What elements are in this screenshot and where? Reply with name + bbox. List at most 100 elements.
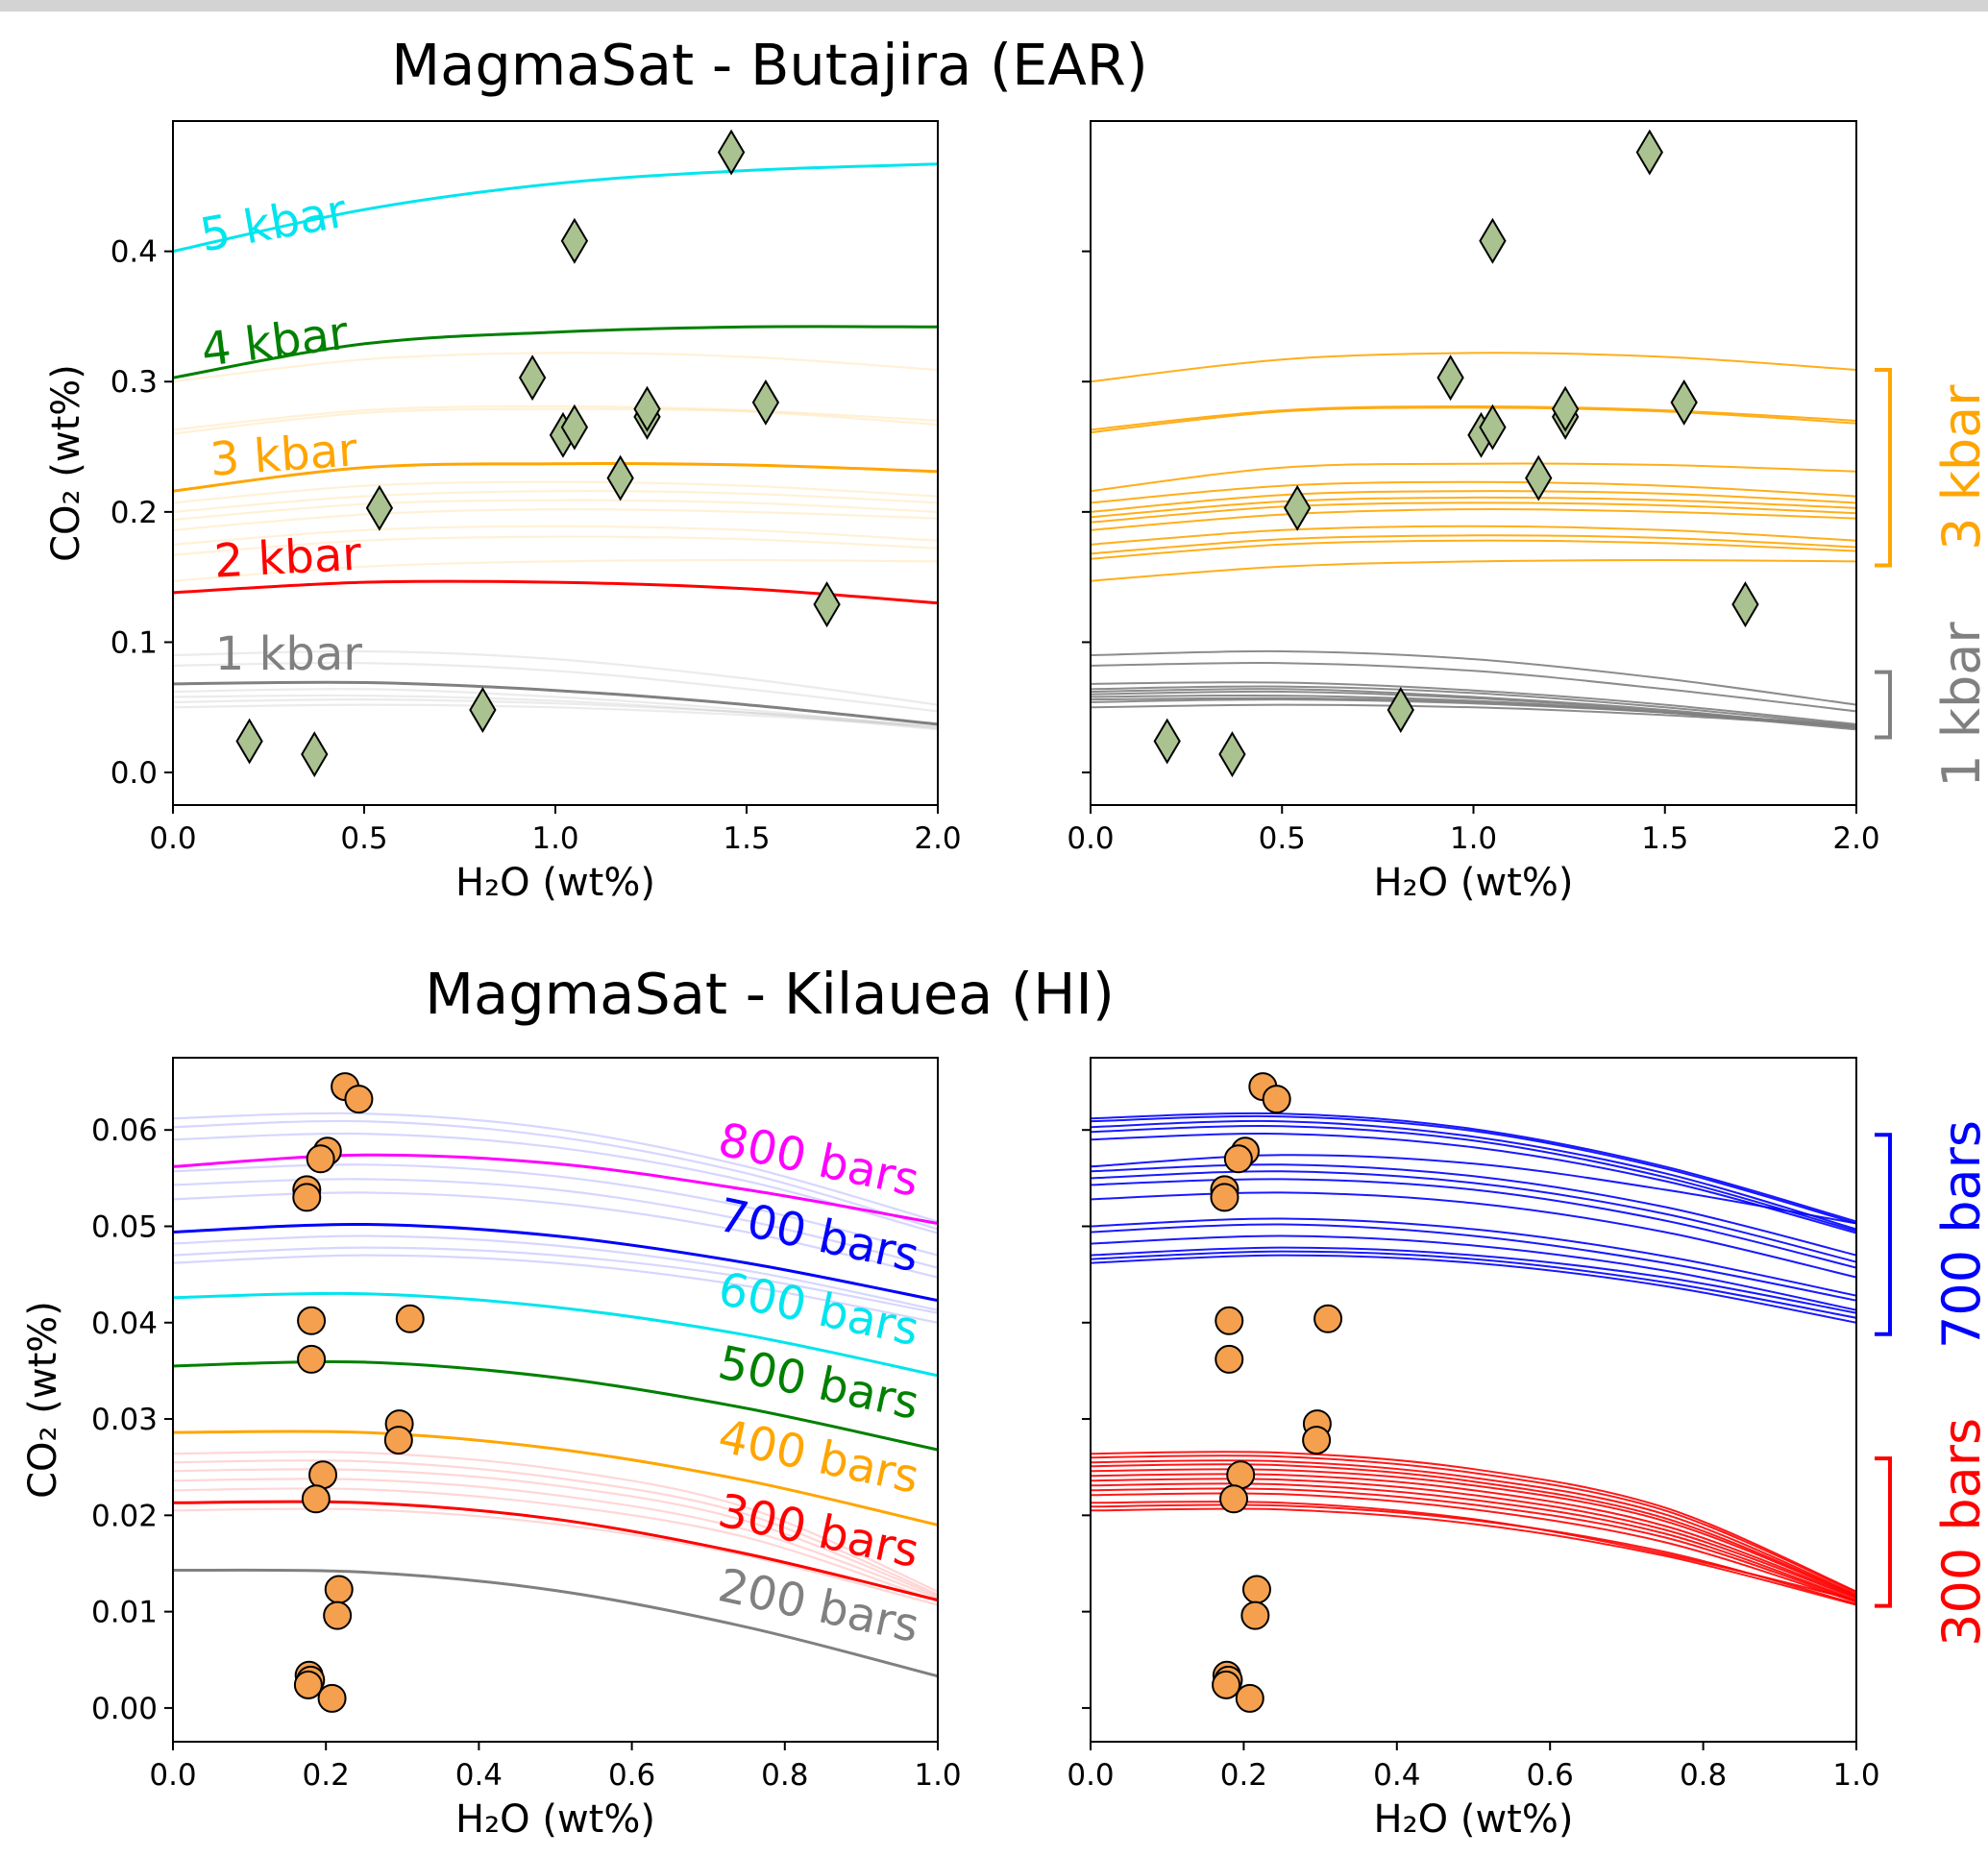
- faint-isobar-line: [173, 1459, 938, 1596]
- isobar-line: [1091, 1468, 1856, 1598]
- data-point-circle: [308, 1460, 338, 1490]
- isobar-line: [1091, 685, 1856, 727]
- isobar-line-800-bars: [173, 1153, 938, 1225]
- faint-isobar-line: [173, 480, 938, 504]
- isobar-line: [1091, 1451, 1856, 1593]
- faint-isobar-line: [173, 1487, 938, 1602]
- faint-isobar-line: [173, 649, 938, 706]
- data-point-circle: [306, 1144, 335, 1174]
- data-point-diamond: [560, 217, 589, 264]
- isobar-line: [1091, 698, 1856, 727]
- y-tick-label: 0.1: [110, 625, 158, 660]
- x-axis-label: H₂O (wt%): [455, 1797, 655, 1842]
- x-tick-label: 0.0: [1067, 1758, 1114, 1793]
- data-point-circle: [297, 1306, 327, 1335]
- isobar-line: [1091, 703, 1856, 728]
- x-tick-label: 0.8: [761, 1758, 808, 1793]
- isobar-line: [1091, 1154, 1856, 1225]
- isobar-label-2-kbar: 2 kbar: [212, 527, 362, 589]
- isobar-line: [1091, 1482, 1856, 1601]
- isobar-label-1-kbar: 1 kbar: [215, 627, 362, 681]
- x-tick-label: 0.6: [608, 1758, 655, 1793]
- data-point-diamond: [813, 581, 841, 628]
- isobar-line: [1091, 352, 1856, 383]
- faint-isobar-line: [173, 694, 938, 731]
- x-tick-label: 1.5: [723, 821, 770, 856]
- x-tick-label: 1.0: [914, 1758, 961, 1793]
- bracket-label-3-kbar: 3 kbar: [1931, 384, 1988, 550]
- isobar-line: [1091, 1246, 1856, 1314]
- x-tick-label: 2.0: [914, 821, 961, 856]
- isobar-line-5-kbar: [173, 162, 938, 254]
- x-axis-label: H₂O (wt%): [1374, 1797, 1574, 1842]
- x-tick-label: 1.0: [531, 821, 578, 856]
- x-axis-label: H₂O (wt%): [455, 861, 655, 905]
- x-tick-label: 2.0: [1832, 821, 1879, 856]
- isobar-line: [1091, 1170, 1856, 1263]
- bracket-3-kbar: [1875, 368, 1892, 568]
- y-tick-label: 0.04: [91, 1307, 158, 1341]
- data-point-diamond: [606, 454, 634, 501]
- data-point-diamond: [1284, 484, 1312, 531]
- faint-isobar-line: [173, 1234, 938, 1311]
- chart-kilauea-right: 0.0 0.2 0.4 0.6 0.8 1.0 H₂O (wt%) 700 bars 300 b…: [1067, 1057, 1988, 1842]
- data-point-circle: [1313, 1304, 1343, 1333]
- isobar-line: [1091, 404, 1856, 431]
- y-tick-label: 0.03: [91, 1403, 158, 1437]
- faint-isobar-line: [173, 407, 938, 435]
- faint-isobar-line: [173, 1478, 938, 1600]
- x-tick-label: 1.0: [1450, 821, 1497, 856]
- faint-isobar-line: [173, 404, 938, 431]
- isobar-line: [1091, 480, 1856, 504]
- bottom-figure-title: MagmaSat - Kilauea (HI): [425, 961, 1115, 1027]
- y-tick-label: 0.05: [91, 1209, 158, 1244]
- data-point-circle: [1219, 1484, 1249, 1514]
- isobar-line: [1091, 496, 1856, 519]
- y-tick-label: 0.4: [110, 235, 158, 270]
- faint-isobar-line: [173, 1451, 938, 1593]
- isobar-line: [1091, 1114, 1856, 1225]
- axes-frame: [172, 1057, 939, 1743]
- y-tick-label: 0.2: [110, 496, 158, 530]
- isobar-line: [1091, 1254, 1856, 1324]
- isobar-line: [1091, 490, 1856, 513]
- y-tick-label: 0.06: [91, 1113, 158, 1148]
- isobar-label-4-kbar: 4 kbar: [198, 306, 351, 378]
- bracket-label-1-kbar: 1 kbar: [1931, 622, 1988, 788]
- data-point-circle: [324, 1575, 354, 1604]
- faint-isobar-line: [173, 525, 938, 546]
- chart-butajira-left: 5 kbar 4 kbar 3 kbar 2 kbar 1 kbar 0.0 0.5 1.0 1…: [44, 120, 962, 905]
- isobar-line: [1091, 539, 1856, 560]
- x-tick-label: 0.4: [1373, 1758, 1420, 1793]
- axes-frame: [1090, 1057, 1857, 1743]
- faint-isobar-line: [173, 1132, 938, 1234]
- y-tick-label: 0.01: [91, 1596, 158, 1630]
- isobar-line: [1091, 501, 1856, 524]
- bracket-label-700-bars: 700 bars: [1931, 1120, 1988, 1349]
- faint-isobar-line: [173, 489, 938, 513]
- faint-isobar-line: [173, 352, 938, 383]
- isobar-line: [1091, 508, 1856, 531]
- isobar-line-600-bars: [173, 1291, 938, 1378]
- isobar-line-700-bars: [173, 1222, 938, 1303]
- faint-isobar-line: [173, 507, 938, 531]
- x-tick-label: 0.5: [1259, 821, 1306, 856]
- isobar-line: [1091, 681, 1856, 725]
- isobar-line: [1091, 558, 1856, 582]
- data-point-diamond: [1387, 687, 1414, 733]
- faint-isobar-line: [173, 1119, 938, 1231]
- plot-area: [173, 129, 938, 778]
- data-point-circle: [395, 1304, 425, 1333]
- x-axis-label: H₂O (wt%): [1374, 861, 1574, 905]
- isobar-line: [1091, 1191, 1856, 1279]
- x-tick-label: 1.0: [1832, 1758, 1879, 1793]
- faint-isobar-line: [173, 661, 938, 713]
- isobar-line: [1091, 1454, 1856, 1594]
- top-figure-title: MagmaSat - Butajira (EAR): [391, 32, 1147, 98]
- x-tick-label: 1.5: [1641, 821, 1688, 856]
- x-tick-label: 0.2: [1220, 1758, 1267, 1793]
- data-point-diamond: [1525, 454, 1553, 501]
- isobar-line-1-kbar: [173, 680, 938, 726]
- isobar-line-300-bars: [173, 1500, 938, 1602]
